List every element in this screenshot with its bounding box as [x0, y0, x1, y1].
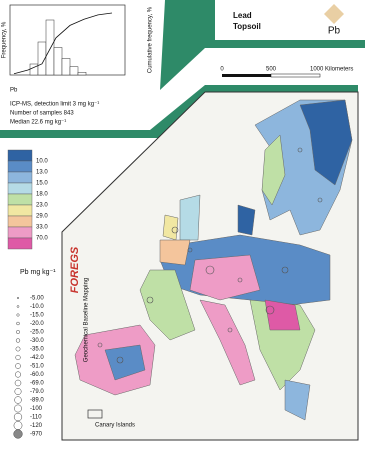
histogram-bar — [29, 63, 39, 76]
color-legend-label: 10.0 — [36, 159, 48, 165]
symbol-legend-label: -15.0 — [30, 313, 44, 319]
symbol-legend-label: -51.0 — [30, 364, 44, 370]
histogram-bar — [53, 47, 63, 76]
symbol-swatch — [13, 429, 23, 439]
histogram-bar — [61, 58, 71, 76]
symbol-swatch — [15, 346, 21, 352]
cumulative-line — [13, 12, 113, 75]
symbol-swatch — [16, 305, 20, 308]
info-samples: Number of samples 843 — [10, 111, 74, 117]
color-swatch — [7, 226, 33, 239]
symbol-swatch — [15, 354, 21, 361]
title: Lead — [233, 11, 252, 20]
symbol-legend-label: -10.0 — [30, 304, 44, 310]
symbol-legend-label: -5.00 — [30, 296, 44, 302]
color-legend-label: 29.0 — [36, 214, 48, 220]
histogram-bar — [45, 19, 55, 76]
symbol-legend-label: -100 — [30, 406, 43, 412]
symbol-legend-label: -35.0 — [30, 347, 44, 353]
scale-label: 1000 Kilometers — [310, 67, 353, 73]
symbol-legend-label: -69.0 — [30, 381, 44, 387]
color-swatch — [7, 171, 33, 184]
symbol-swatch — [14, 388, 22, 395]
element-symbol: Pb — [328, 26, 341, 37]
symbol-legend-label: -89.0 — [30, 398, 44, 404]
info-element: Pb — [10, 88, 18, 94]
symbol-swatch — [16, 321, 20, 326]
element-icon — [324, 4, 344, 24]
color-legend-label: 18.0 — [36, 192, 48, 198]
scale-label: 0 — [220, 67, 224, 73]
symbol-swatch — [16, 296, 20, 300]
color-legend-label: 23.0 — [36, 203, 48, 209]
symbol-legend-label: -25.0 — [30, 330, 44, 336]
color-legend-label: 33.0 — [36, 225, 48, 231]
color-legend-label: 15.0 — [36, 181, 48, 187]
inset-box — [87, 409, 103, 419]
symbol-swatch — [14, 371, 22, 378]
color-legend-label: 70.0 — [36, 236, 48, 242]
histogram-bar — [77, 72, 87, 76]
color-swatch — [7, 149, 33, 162]
symbol-legend-title: Pb mg kg⁻¹ — [20, 269, 56, 276]
color-swatch — [7, 215, 33, 228]
color-swatch — [7, 160, 33, 173]
symbol-swatch — [16, 330, 20, 334]
symbol-legend-label: -20.0 — [30, 321, 44, 327]
symbol-legend-label: -120 — [30, 423, 43, 429]
symbol-legend-label: -970 — [30, 432, 43, 438]
symbol-swatch — [16, 313, 20, 317]
symbol-swatch — [13, 412, 23, 422]
symbol-legend-label: -42.0 — [30, 355, 44, 361]
symbol-legend-label: -30.0 — [30, 338, 44, 344]
inset-label: Canary Islands — [95, 423, 135, 429]
symbol-swatch — [14, 379, 22, 387]
color-swatch — [7, 237, 33, 250]
scale-bar — [270, 73, 321, 78]
y2-axis-label: Cumulative frequency, % — [148, 6, 154, 73]
sample-symbols — [97, 147, 323, 364]
land — [74, 99, 353, 421]
color-swatch — [7, 193, 33, 206]
info-method: ICP-MS, detection limit 3 mg kg⁻¹ — [10, 102, 99, 108]
color-swatch — [7, 204, 33, 217]
title-box — [225, 8, 295, 36]
info-median: Median 22.6 mg kg⁻¹ — [10, 120, 66, 126]
color-legend-label: 13.0 — [36, 170, 48, 176]
symbol-swatch — [14, 404, 22, 413]
scale-label: 500 — [266, 67, 277, 73]
credit: FOREGS — [69, 246, 81, 293]
credit-sub: Geochemical Baseline Mapping — [84, 278, 90, 362]
subtitle: Topsoil — [233, 22, 261, 31]
symbol-swatch — [15, 338, 21, 343]
symbol-swatch — [14, 396, 22, 404]
green-band — [0, 85, 358, 138]
symbol-legend-label: -79.0 — [30, 389, 44, 395]
color-swatch — [7, 182, 33, 195]
y-axis-label: Frequency, % — [2, 21, 8, 58]
histogram-bar — [69, 66, 79, 76]
symbol-legend-label: -60.0 — [30, 372, 44, 378]
symbol-swatch — [15, 363, 21, 369]
symbol-legend-label: -110 — [30, 415, 42, 421]
green-band — [160, 0, 365, 90]
